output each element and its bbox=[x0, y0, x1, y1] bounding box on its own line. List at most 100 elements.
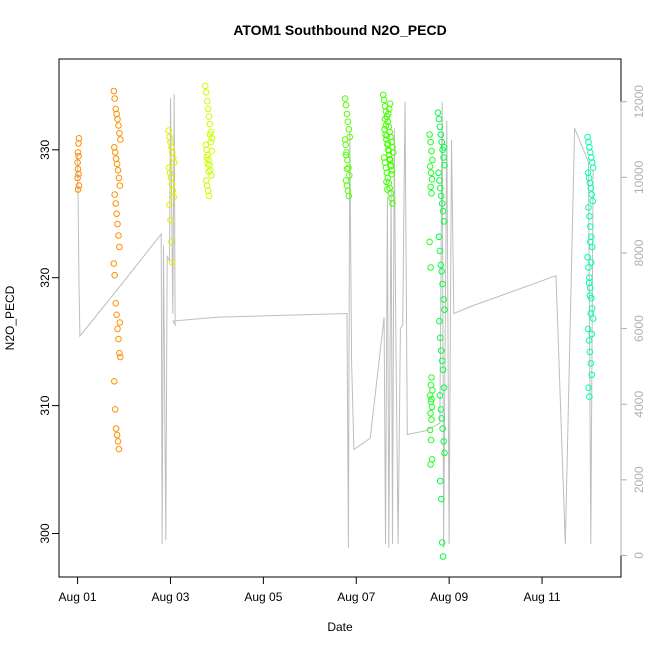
data-point bbox=[169, 259, 176, 266]
y2-tick-label: 2000 bbox=[632, 466, 646, 493]
x-tick-label: Aug 05 bbox=[244, 590, 282, 604]
data-point bbox=[438, 495, 445, 503]
data-point bbox=[204, 105, 212, 113]
data-point bbox=[116, 182, 124, 189]
data-point bbox=[436, 123, 444, 131]
data-point bbox=[345, 164, 352, 171]
data-point bbox=[440, 144, 448, 151]
data-point bbox=[438, 138, 446, 146]
data-point bbox=[111, 378, 118, 385]
data-point bbox=[586, 348, 594, 356]
x-axis-label: Date bbox=[327, 620, 353, 634]
series-0 bbox=[74, 135, 83, 193]
data-point bbox=[437, 477, 444, 485]
data-point bbox=[426, 238, 433, 246]
data-point bbox=[111, 406, 119, 413]
data-point bbox=[437, 406, 445, 413]
data-point bbox=[585, 264, 592, 271]
y-tick-label: 330 bbox=[38, 139, 52, 159]
data-point bbox=[587, 310, 595, 317]
data-point bbox=[111, 191, 118, 198]
data-point bbox=[202, 82, 209, 90]
data-point bbox=[587, 184, 595, 192]
data-point bbox=[74, 159, 81, 166]
data-point bbox=[385, 147, 393, 155]
y2-tick-label: 10000 bbox=[632, 160, 646, 194]
chart-title: ATOM1 Southbound N2O_PECD bbox=[233, 22, 446, 38]
data-point bbox=[342, 101, 350, 109]
data-point bbox=[439, 366, 447, 374]
series-2 bbox=[165, 127, 178, 266]
data-point bbox=[438, 347, 445, 354]
data-point bbox=[115, 335, 122, 343]
data-point bbox=[346, 172, 353, 179]
data-point bbox=[203, 97, 211, 105]
data-point bbox=[586, 393, 593, 401]
data-point bbox=[386, 155, 394, 163]
data-point bbox=[75, 170, 82, 178]
data-point bbox=[435, 233, 443, 241]
data-point bbox=[344, 118, 352, 125]
y-axis-label: N2O_PECD bbox=[3, 285, 17, 350]
data-point bbox=[588, 371, 596, 379]
data-point bbox=[167, 216, 174, 224]
data-point bbox=[438, 539, 446, 546]
data-point bbox=[441, 449, 448, 457]
series-8 bbox=[584, 133, 597, 401]
y2-tick-label: 4000 bbox=[632, 391, 646, 418]
data-point bbox=[428, 395, 435, 403]
y2-tick-label: 0 bbox=[632, 552, 646, 559]
data-point bbox=[426, 426, 434, 434]
data-point bbox=[112, 300, 119, 307]
data-point bbox=[384, 186, 391, 193]
data-point bbox=[168, 181, 176, 188]
data-point bbox=[115, 445, 123, 453]
data-point bbox=[438, 200, 446, 207]
data-point bbox=[588, 191, 596, 198]
data-point bbox=[384, 140, 392, 147]
data-point bbox=[585, 337, 593, 344]
data-point bbox=[586, 292, 594, 299]
data-point bbox=[426, 131, 433, 138]
data-point bbox=[114, 438, 122, 445]
data-point bbox=[586, 213, 593, 220]
data-point bbox=[113, 160, 121, 168]
data-point bbox=[75, 182, 83, 189]
data-point bbox=[428, 403, 436, 411]
data-point bbox=[439, 553, 447, 560]
data-point bbox=[204, 160, 211, 168]
data-point bbox=[168, 238, 175, 246]
data-point bbox=[587, 360, 595, 367]
data-point bbox=[427, 381, 435, 389]
data-point bbox=[202, 89, 210, 96]
data-point bbox=[427, 183, 434, 191]
data-point bbox=[584, 325, 592, 333]
data-point bbox=[114, 325, 121, 333]
data-point bbox=[383, 178, 390, 186]
x-tick-label: Aug 03 bbox=[151, 590, 189, 604]
data-point bbox=[113, 210, 120, 218]
data-point bbox=[588, 330, 596, 338]
data-point bbox=[208, 147, 216, 155]
data-point bbox=[115, 122, 122, 129]
x-axis: Aug 01 Aug 03 Aug 05 Aug 07 Aug 09 Aug 11 bbox=[59, 576, 561, 604]
data-point bbox=[203, 154, 210, 161]
data-point bbox=[167, 174, 175, 182]
data-point bbox=[169, 187, 177, 194]
data-point bbox=[428, 190, 435, 197]
series-4 bbox=[341, 95, 354, 200]
data-point bbox=[436, 392, 444, 399]
y-axis-right: 0 2000 4000 6000 8000 10000 12000 bbox=[620, 85, 646, 559]
data-point bbox=[111, 149, 119, 156]
data-point bbox=[206, 120, 214, 128]
data-point bbox=[389, 200, 396, 207]
x-tick-label: Aug 09 bbox=[430, 590, 468, 604]
data-point bbox=[440, 438, 447, 445]
data-point bbox=[345, 126, 353, 133]
data-point bbox=[436, 247, 444, 255]
data-point bbox=[441, 161, 448, 169]
data-point bbox=[427, 436, 435, 444]
plot-frame bbox=[58, 58, 622, 578]
